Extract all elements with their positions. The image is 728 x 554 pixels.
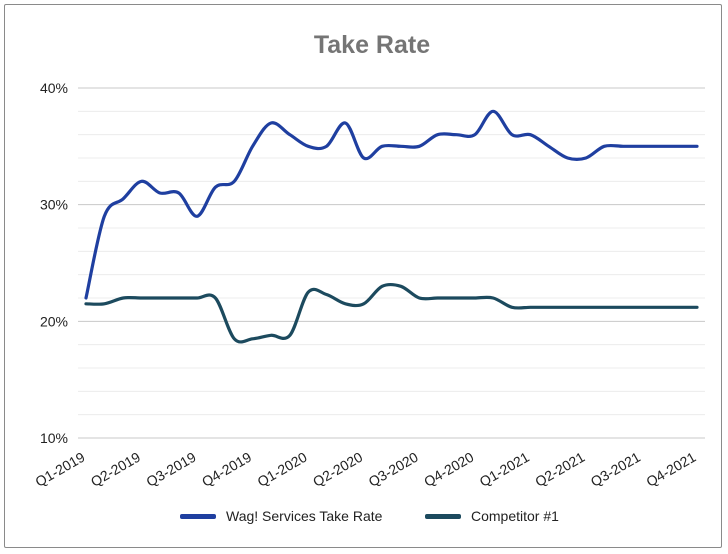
y-axis-ticks: 10% 20% 30% 40% [40,80,68,446]
legend: Wag! Services Take Rate Competitor #1 [180,508,559,524]
legend-swatch [180,514,216,519]
chart-frame [4,4,722,548]
x-tick-label: Q2-2020 [310,449,365,490]
x-tick-label: Q3-2021 [588,449,643,490]
x-tick-label: Q1-2019 [32,449,87,490]
x-tick-label: Q2-2021 [532,449,587,490]
x-tick-label: Q3-2019 [143,449,198,490]
series-line-2 [84,282,699,344]
x-tick-label: Q3-2020 [366,449,421,490]
x-tick-label: Q2-2019 [88,449,143,490]
y-tick-label: 10% [40,430,68,446]
chart-title: Take Rate [314,31,430,59]
x-tick-label: Q4-2020 [421,449,476,490]
series-lines [84,109,699,344]
y-tick-label: 30% [40,197,68,213]
legend-swatch [425,514,461,519]
series-line-1 [84,109,699,300]
legend-label: Wag! Services Take Rate [226,508,383,524]
x-axis-ticks: Q1-2019 Q2-2019 Q3-2019 Q4-2019 Q1-2020 Q2-20… [32,449,698,490]
x-tick-label: Q4-2021 [643,449,698,490]
x-tick-label: Q1-2021 [477,449,532,490]
y-tick-label: 20% [40,313,68,329]
legend-label: Competitor #1 [471,508,559,524]
x-tick-label: Q1-2020 [254,449,309,490]
x-tick-label: Q4-2019 [199,449,254,490]
gridlines [78,87,705,439]
y-tick-label: 40% [40,80,68,96]
